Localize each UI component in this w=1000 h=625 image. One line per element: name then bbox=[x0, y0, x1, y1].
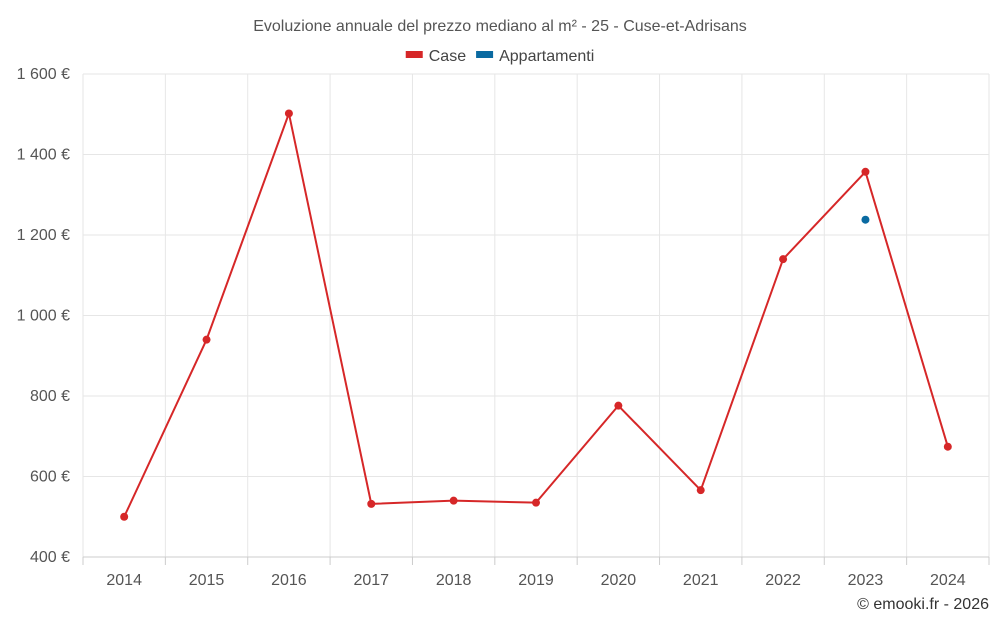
chart-title: Evoluzione annuale del prezzo mediano al… bbox=[253, 18, 747, 35]
x-tick-label: 2017 bbox=[353, 572, 389, 589]
data-point[interactable] bbox=[779, 255, 788, 264]
y-tick-label: 1 000 € bbox=[17, 308, 70, 325]
x-tick-label: 2020 bbox=[601, 572, 637, 589]
data-point[interactable] bbox=[120, 512, 129, 521]
y-tick-label: 400 € bbox=[30, 549, 70, 566]
grid bbox=[82, 73, 990, 558]
data-point[interactable] bbox=[861, 215, 870, 224]
data-point[interactable] bbox=[449, 496, 458, 505]
data-point[interactable] bbox=[202, 335, 211, 344]
data-point[interactable] bbox=[367, 499, 376, 508]
credit-text: © emooki.fr - 2026 bbox=[857, 596, 989, 613]
y-tick-label: 800 € bbox=[30, 388, 70, 405]
x-tick-label: 2019 bbox=[518, 572, 554, 589]
data-point[interactable] bbox=[696, 486, 705, 495]
series-case bbox=[120, 109, 952, 521]
x-tick-label: 2022 bbox=[765, 572, 801, 589]
data-point[interactable] bbox=[532, 498, 540, 507]
data-point[interactable] bbox=[861, 167, 870, 176]
data-point[interactable] bbox=[943, 442, 952, 451]
y-tick-label: 1 400 € bbox=[17, 147, 70, 164]
x-axis: 2014 2015 2016 2017 2018 2019 2020 2021 2022 2023… bbox=[82, 556, 990, 589]
legend-swatch[interactable] bbox=[476, 51, 494, 58]
legend-swatch[interactable] bbox=[405, 51, 423, 58]
legend-label[interactable]: Case bbox=[429, 48, 466, 65]
y-tick-label: 600 € bbox=[30, 469, 70, 486]
x-tick-label: 2021 bbox=[683, 572, 719, 589]
y-tick-label: 1 600 € bbox=[17, 66, 70, 83]
legend-label[interactable]: Appartamenti bbox=[499, 48, 594, 65]
data-point[interactable] bbox=[284, 109, 293, 118]
x-tick-label: 2015 bbox=[189, 572, 225, 589]
x-tick-label: 2014 bbox=[106, 572, 142, 589]
y-axis: 400 € 600 € 800 € 1 000 € 1 200 € 1 400 € 1 60… bbox=[17, 66, 70, 566]
series-appartamenti bbox=[861, 215, 870, 224]
y-tick-label: 1 200 € bbox=[17, 227, 70, 244]
x-tick-label: 2016 bbox=[271, 572, 307, 589]
legend[interactable]: Case Appartamenti bbox=[405, 48, 595, 65]
data-point[interactable] bbox=[614, 401, 623, 410]
x-tick-label: 2023 bbox=[848, 572, 884, 589]
x-tick-label: 2024 bbox=[930, 572, 966, 589]
series-layer bbox=[120, 109, 952, 521]
x-tick-label: 2018 bbox=[436, 572, 472, 589]
